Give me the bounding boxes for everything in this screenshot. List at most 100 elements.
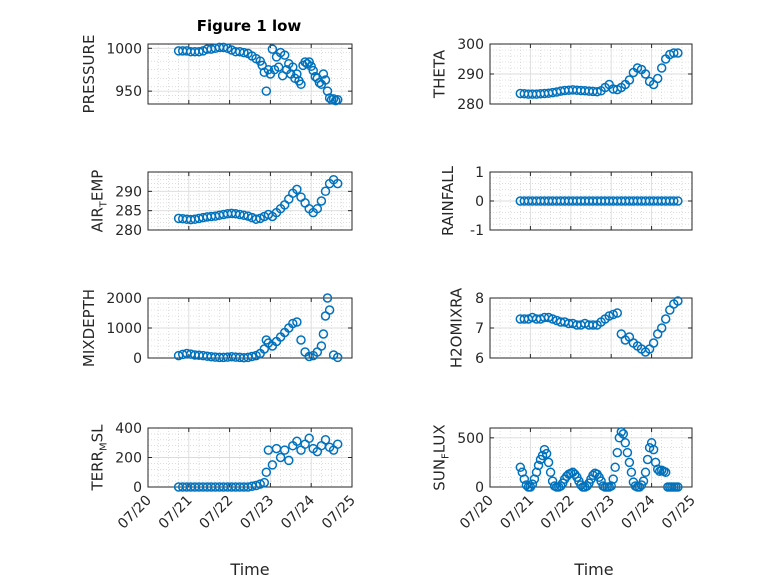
y-tick-label: 6: [475, 351, 484, 367]
y-tick-label: 200: [115, 451, 142, 467]
x-tick-label: 07/23: [237, 493, 277, 533]
data-point: [652, 73, 663, 84]
data-point: [292, 184, 302, 195]
y-axis-label-air-temp: AIRTEMP: [89, 170, 110, 233]
data-point: [624, 457, 635, 468]
data-point: [592, 86, 602, 97]
y-tick-label: 8: [475, 291, 484, 307]
data-point: [261, 467, 272, 478]
data-point: [610, 462, 620, 473]
x-tick-label: 07/20: [115, 493, 155, 533]
y-tick-label: 300: [457, 37, 484, 53]
data-point: [288, 62, 298, 72]
subplot-pressure: 950 1000 PRESSURE: [80, 35, 353, 114]
subplot-theta: 280 290 300 THETA: [431, 37, 693, 113]
data-point: [322, 293, 333, 303]
data-point: [255, 479, 265, 489]
data-point: [543, 457, 554, 468]
y-tick-label: 7: [475, 321, 484, 337]
y-tick-label: 1000: [106, 41, 142, 57]
y-tick-label: 290: [115, 184, 142, 200]
data-point: [519, 474, 530, 484]
data-point: [588, 320, 598, 330]
x-tick-label: 07/20: [457, 493, 497, 533]
data-point: [332, 352, 343, 363]
data-point: [312, 203, 323, 214]
x-axis-label-left: Time: [229, 560, 269, 579]
scatter-series: [173, 174, 343, 225]
x-tick-label: 07/25: [319, 493, 359, 533]
data-point: [545, 467, 556, 478]
y-axis-label-pressure: PRESSURE: [80, 35, 98, 114]
data-point: [292, 436, 302, 447]
data-point: [622, 447, 633, 458]
data-point: [288, 318, 298, 329]
axes-box: [147, 43, 353, 105]
data-point: [320, 435, 331, 445]
y-axis-label-terr-msl: TERRMSL: [89, 424, 110, 492]
data-point: [588, 470, 598, 480]
data-point: [608, 309, 618, 320]
data-point: [332, 94, 343, 105]
data-point: [660, 314, 671, 324]
scatter-series: [173, 293, 343, 363]
data-point: [320, 75, 331, 85]
y-axis-label-rainfall: RAINFALL: [439, 165, 457, 236]
data-point: [612, 447, 623, 458]
data-point: [296, 79, 306, 90]
data-point: [275, 452, 286, 463]
x-tick-label: 07/25: [659, 493, 699, 533]
data-point: [648, 338, 659, 348]
data-point: [239, 47, 249, 58]
y-axis-label-theta: THETA: [431, 49, 449, 99]
data-point: [656, 323, 667, 333]
data-point: [320, 186, 331, 197]
subplot-mixdepth: 0 1000 2000 MIXDEPTH: [80, 289, 353, 367]
data-point: [314, 77, 325, 88]
y-tick-label: -1: [470, 223, 484, 239]
data-point: [304, 433, 314, 444]
scatter-series: [515, 427, 683, 492]
data-point: [616, 427, 627, 437]
data-point: [251, 480, 261, 491]
data-point: [267, 460, 278, 470]
subplot-rainfall: -1 0 1 RAINFALL: [439, 165, 693, 239]
data-point: [547, 314, 558, 324]
data-point: [273, 62, 284, 72]
y-tick-label: 1000: [106, 321, 142, 337]
x-tick-label: 07/21: [497, 493, 537, 533]
scatter-series: [173, 42, 343, 106]
data-point: [618, 429, 629, 439]
data-point: [267, 44, 278, 54]
axes-box: [147, 171, 353, 231]
y-tick-label: 950: [115, 84, 142, 100]
data-point: [332, 439, 343, 449]
data-point: [218, 42, 229, 53]
subplot-h2omixra: 6 7 8 H2OMIXRA: [448, 287, 693, 368]
data-point: [673, 296, 683, 306]
data-point: [261, 86, 272, 96]
x-tick-label: 07/21: [156, 493, 196, 533]
data-point: [318, 329, 329, 339]
scatter-series: [515, 196, 683, 206]
data-point: [515, 462, 526, 473]
y-axis-label-sun-flux: SUNFLUX: [431, 424, 452, 490]
data-point: [669, 48, 679, 58]
data-point: [541, 448, 552, 459]
x-tick-label: 07/22: [197, 493, 237, 533]
data-point: [642, 454, 653, 465]
data-point: [259, 477, 270, 488]
y-tick-label: 500: [457, 431, 484, 447]
data-point: [304, 351, 314, 362]
data-point: [612, 308, 623, 318]
data-point: [673, 196, 683, 206]
data-point: [626, 467, 637, 478]
data-point: [194, 46, 204, 57]
y-tick-label: 285: [115, 204, 142, 220]
data-point: [673, 482, 683, 492]
data-point: [527, 479, 538, 489]
data-point: [251, 214, 261, 224]
